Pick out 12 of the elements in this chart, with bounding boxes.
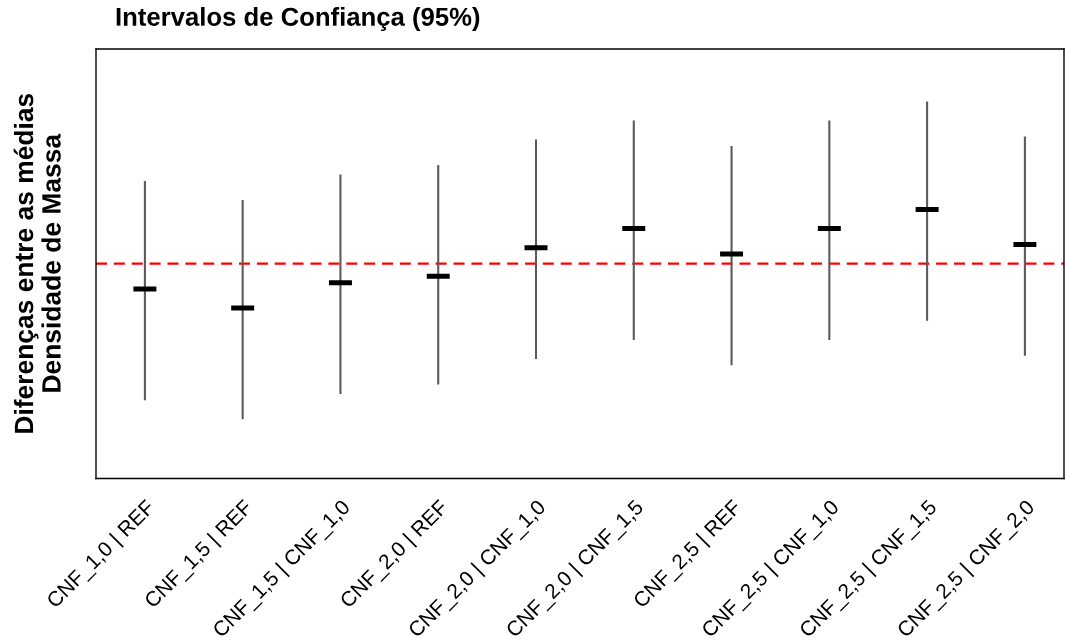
candlestick	[1010, 135, 1039, 357]
candlestick	[130, 179, 159, 402]
candlestick	[228, 198, 257, 421]
candlestick	[326, 173, 355, 395]
candlestick	[913, 100, 942, 322]
candlestick	[717, 144, 746, 367]
candlestick	[815, 119, 844, 341]
candlestick	[619, 119, 648, 341]
candlestick	[424, 164, 453, 386]
candlestick	[522, 138, 550, 360]
chart-title: Intervalos de Confiança (95%)	[116, 7, 480, 31]
y-axis-title: Diferenças entre as médias Densidade de Massa	[13, 93, 61, 433]
